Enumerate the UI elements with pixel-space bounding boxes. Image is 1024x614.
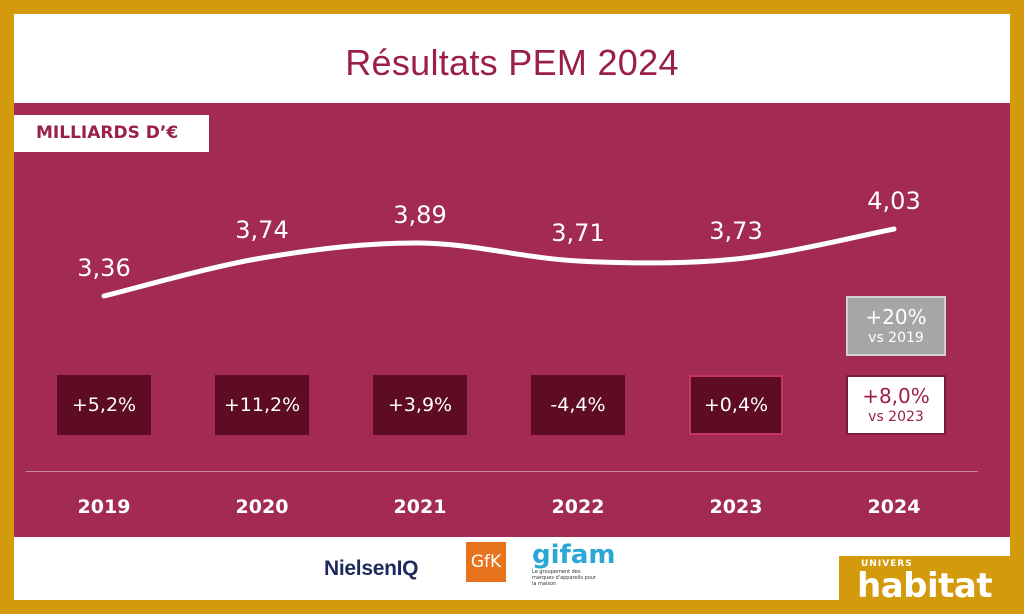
- x-tick-2019: 2019: [77, 496, 131, 518]
- growth-box-2019: +5,2%: [57, 375, 151, 435]
- chart-panel: MILLIARDS D’€ 3,36 3,74 3,89 3,71 3,73 4,03 +…: [14, 103, 1010, 537]
- gfk-logo: GfK: [466, 542, 506, 582]
- growth-box-2021: +3,9%: [373, 375, 467, 435]
- value-label-2024: 4,03: [867, 187, 920, 215]
- univers-habitat-logo: UNIVERS habitat: [839, 556, 1024, 614]
- comparison-label: vs 2023: [868, 409, 924, 425]
- x-tick-2023: 2023: [709, 496, 763, 518]
- comparison-value: +20%: [865, 305, 927, 329]
- comparison-vs-2019: +20% vs 2019: [846, 296, 946, 356]
- gifam-wordmark: gifam: [532, 540, 616, 570]
- value-label-2020: 3,74: [235, 216, 288, 244]
- x-tick-2022: 2022: [551, 496, 605, 518]
- value-labels: 3,36 3,74 3,89 3,71 3,73 4,03: [77, 187, 920, 282]
- growth-box-2023: +0,4%: [689, 375, 783, 435]
- gifam-tagline: Le groupement des marques d'appareils po…: [532, 569, 596, 587]
- brand-univers: UNIVERS: [861, 559, 913, 569]
- value-label-2019: 3,36: [77, 254, 130, 282]
- x-tick-2021: 2021: [393, 496, 447, 518]
- value-label-2021: 3,89: [393, 201, 446, 229]
- growth-box-2022: -4,4%: [531, 375, 625, 435]
- chart-frame: Résultats PEM 2024 MILLIARDS D’€ 3,36 3,7…: [14, 14, 1010, 600]
- comparison-label: vs 2019: [868, 330, 924, 346]
- x-tick-2024: 2024: [867, 496, 921, 518]
- x-tick-2020: 2020: [235, 496, 289, 518]
- comparison-value: +8,0%: [862, 384, 930, 408]
- comparison-vs-2023: +8,0% vs 2023: [846, 375, 946, 435]
- logos-row: NielsenIQ GfK gifam Le groupement des ma…: [14, 539, 1010, 600]
- brand-name: habitat: [857, 566, 993, 606]
- chart-title: Résultats PEM 2024: [345, 42, 679, 83]
- unit-label: MILLIARDS D’€: [14, 115, 209, 152]
- value-label-2022: 3,71: [551, 219, 604, 247]
- growth-box-2020: +11,2%: [215, 375, 309, 435]
- value-label-2023: 3,73: [709, 217, 762, 245]
- nielseniq-logo: NielsenIQ: [324, 557, 419, 580]
- axis-divider: [26, 471, 978, 472]
- series-line: [101, 226, 897, 299]
- line-chart: 3,36 3,74 3,89 3,71 3,73 4,03: [77, 187, 921, 299]
- gifam-logo: gifam Le groupement des marques d'appare…: [532, 541, 632, 587]
